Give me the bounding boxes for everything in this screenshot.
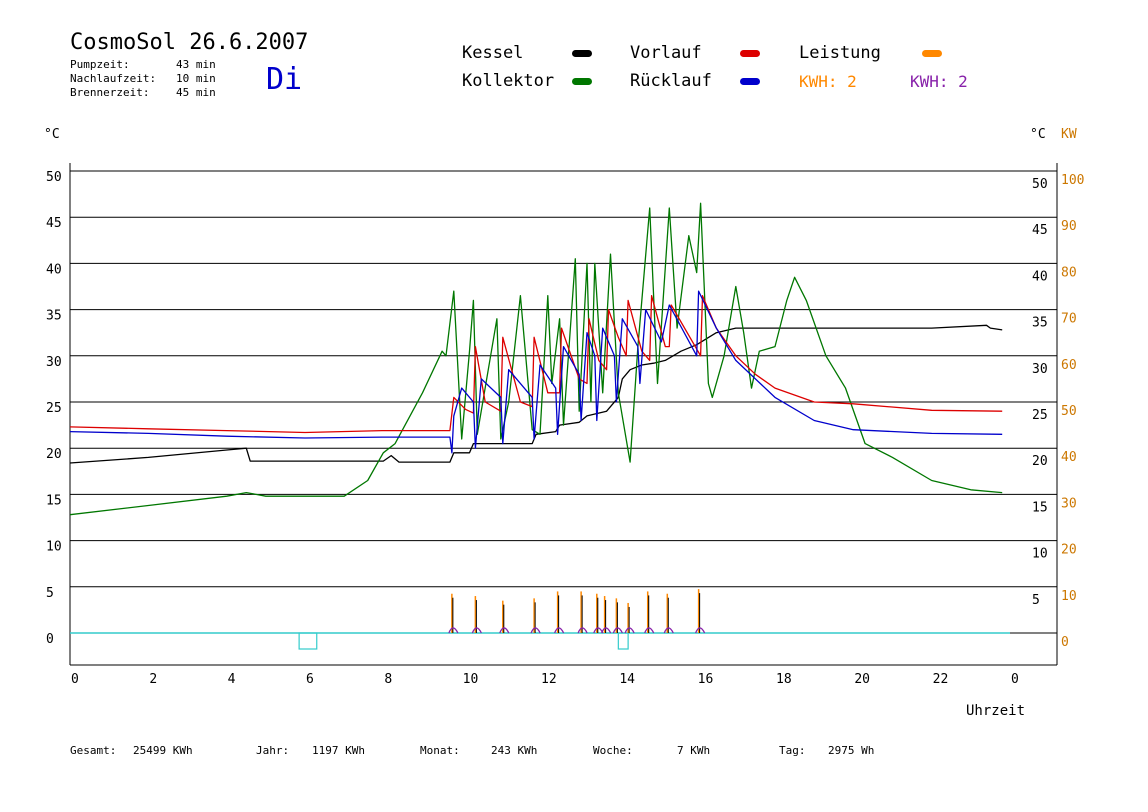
series-line-ruecklauf	[69, 290, 1003, 454]
footer-tag-value: 2975 Wh	[828, 744, 875, 757]
footer-gesamt-value: 25499 KWh	[133, 744, 193, 757]
x-tick-label: 0	[1011, 672, 1019, 687]
y-tick-label: 50	[46, 170, 62, 185]
legend-leistung-swatch	[922, 50, 942, 57]
x-tick-label: 22	[933, 672, 949, 687]
legend-vorlauf-label: Vorlauf	[630, 43, 702, 63]
footer-monat-value: 243 KWh	[491, 744, 538, 757]
kw-tick-label: 60	[1061, 358, 1077, 373]
legend-ruecklauf-label: Rücklauf	[630, 71, 712, 91]
footer-jahr-label: Jahr:	[256, 744, 290, 757]
x-tick-label: 10	[463, 672, 479, 687]
footer-woche-label: Woche:	[593, 744, 633, 757]
afterrun-time-label: Nachlaufzeit:	[70, 72, 157, 85]
x-axis-label: Uhrzeit	[966, 703, 1025, 719]
kw-tick-label: 0	[1061, 635, 1069, 650]
power-hump	[695, 627, 706, 634]
y-tick-label-right: 40	[1032, 269, 1048, 284]
power-hump	[612, 627, 623, 634]
legend-ruecklauf-swatch	[740, 78, 760, 85]
y-tick-label: 10	[46, 540, 62, 555]
power-hump	[601, 627, 612, 634]
legend-leistung-label: Leistung	[799, 43, 881, 63]
legend-kollektor-label: Kollektor	[462, 71, 555, 91]
kwh-orange-label: KWH: 2	[799, 72, 857, 91]
y-tick-label-right: 35	[1032, 316, 1048, 331]
kw-tick-label: 100	[1061, 173, 1084, 188]
x-tick-label: 8	[384, 672, 392, 687]
weekday-label: Di	[266, 62, 303, 97]
y-tick-label-right: 20	[1032, 454, 1048, 469]
x-tick-label: 14	[619, 672, 635, 687]
kw-tick-label: 30	[1061, 496, 1077, 511]
power-hump	[663, 627, 674, 634]
footer-gesamt-label: Gesamt:	[70, 744, 117, 757]
y-tick-label: 0	[46, 632, 54, 647]
power-hump	[499, 627, 510, 634]
right-kw-unit-label: KW	[1061, 127, 1077, 142]
x-tick-label: 12	[541, 672, 557, 687]
left-unit-label: °C	[44, 127, 60, 142]
footer-tag-label: Tag:	[779, 744, 806, 757]
power-hump	[624, 627, 635, 634]
y-tick-label: 35	[46, 309, 62, 324]
legend-vorlauf-swatch	[740, 50, 760, 57]
y-tick-label: 25	[46, 401, 62, 416]
kw-tick-label: 50	[1061, 404, 1077, 419]
power-hump	[644, 627, 655, 634]
power-hump	[577, 627, 588, 634]
y-tick-label: 45	[46, 216, 62, 231]
legend-kessel-swatch	[572, 50, 592, 57]
y-tick-label-right: 30	[1032, 362, 1048, 377]
series-line-kessel	[69, 324, 1003, 464]
kw-tick-label: 90	[1061, 219, 1077, 234]
x-tick-label: 2	[149, 672, 157, 687]
x-tick-label: 16	[698, 672, 714, 687]
y-tick-label: 40	[46, 262, 62, 277]
x-tick-label: 18	[776, 672, 792, 687]
legend-kollektor-swatch	[572, 78, 592, 85]
y-tick-label-right: 5	[1032, 593, 1040, 608]
x-tick-label: 6	[306, 672, 314, 687]
footer-jahr-value: 1197 KWh	[312, 744, 365, 757]
y-tick-label: 20	[46, 447, 62, 462]
kw-tick-label: 40	[1061, 450, 1077, 465]
power-hump	[471, 627, 482, 634]
kw-tick-label: 70	[1061, 312, 1077, 327]
y-tick-label: 15	[46, 493, 62, 508]
y-tick-label-right: 50	[1032, 177, 1048, 192]
x-tick-label: 20	[854, 672, 870, 687]
pump-on-marker	[298, 632, 318, 650]
footer-woche-value: 7 KWh	[677, 744, 711, 757]
y-tick-label: 30	[46, 355, 62, 370]
y-tick-label-right: 25	[1032, 408, 1048, 423]
x-tick-label: 0	[71, 672, 79, 687]
power-hump	[554, 627, 565, 634]
right-unit-label: °C	[1030, 127, 1046, 142]
y-tick-label-right: 15	[1032, 500, 1048, 515]
series-line-kollektor	[69, 202, 1003, 516]
power-hump	[448, 627, 459, 634]
x-tick-label: 4	[228, 672, 236, 687]
page-title: CosmoSol 26.6.2007	[70, 30, 309, 55]
pump-time-value: 43 min	[176, 58, 216, 71]
kwh-purple-label: KWH: 2	[910, 72, 968, 91]
pump-on-marker	[617, 632, 629, 650]
kw-tick-label: 10	[1061, 589, 1077, 604]
kw-tick-label: 80	[1061, 265, 1077, 280]
legend-kessel-label: Kessel	[462, 43, 524, 63]
y-tick-label-right: 10	[1032, 547, 1048, 562]
power-hump	[530, 627, 541, 634]
burner-time-value: 45 min	[176, 86, 216, 99]
footer-monat-label: Monat:	[420, 744, 460, 757]
kw-tick-label: 20	[1061, 543, 1077, 558]
y-tick-label: 5	[46, 586, 54, 601]
burner-time-label: Brennerzeit:	[70, 86, 150, 99]
y-tick-label-right: 45	[1032, 223, 1048, 238]
afterrun-time-value: 10 min	[176, 72, 216, 85]
pump-time-label: Pumpzeit:	[70, 58, 130, 71]
